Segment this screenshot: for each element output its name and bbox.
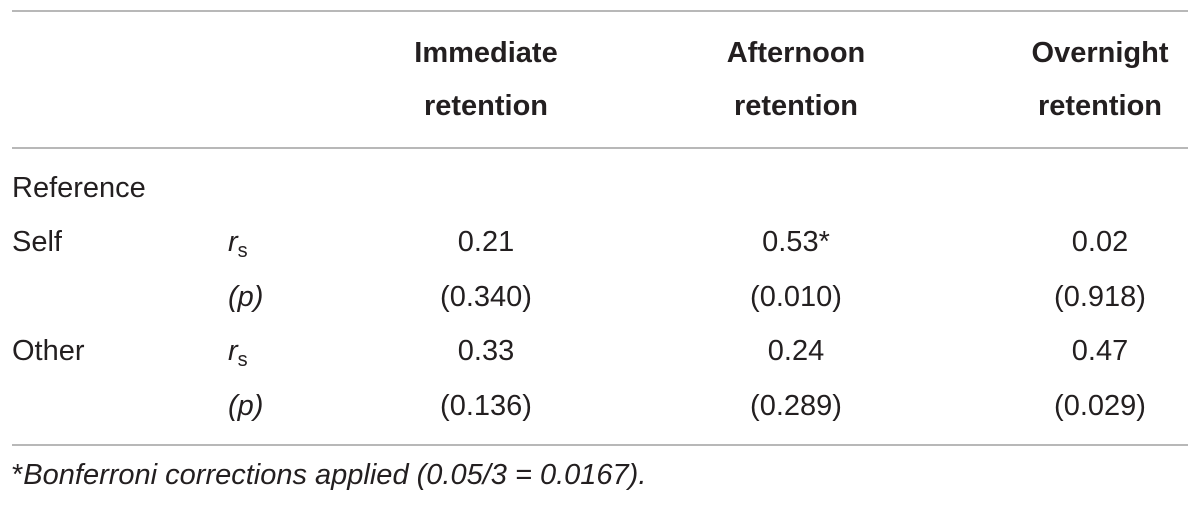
cell-self-r-immediate: 0.21 [457,226,515,258]
bottom-rule [12,444,1188,446]
cell-self-r-afternoon: 0.53* [762,226,830,258]
header-afternoon-line1: Afternoon [726,37,866,69]
cell-self-p-afternoon: (0.010) [750,281,842,313]
row-label-other: Other [12,335,85,367]
p-symbol-self: (p) [228,281,264,313]
header-overnight-line1: Overnight [1031,37,1169,69]
p-symbol-other: (p) [228,390,264,422]
header-rule [12,147,1188,149]
cell-other-r-overnight: 0.47 [1071,335,1129,367]
header-overnight-line2: retention [1037,90,1163,122]
row-label-self: Self [12,226,62,258]
cell-self-r-overnight: 0.02 [1071,226,1129,258]
footnote: *Bonferroni corrections applied (0.05/3 … [12,458,646,492]
header-afternoon-line2: retention [733,90,859,122]
footnote-marker: * [12,459,24,491]
header-immediate-line1: Immediate [414,37,558,69]
cell-other-p-overnight: (0.029) [1054,390,1146,422]
header-immediate-line2: retention [423,90,549,122]
section-label: Reference [12,172,146,204]
r-symbol-other: rs [228,335,248,371]
footnote-text: Bonferroni corrections applied (0.05/3 =… [23,459,647,491]
cell-other-r-afternoon: 0.24 [767,335,825,367]
cell-self-p-overnight: (0.918) [1054,281,1146,313]
cell-other-p-afternoon: (0.289) [750,390,842,422]
r-symbol-self: rs [228,226,248,262]
cell-self-p-immediate: (0.340) [440,281,532,313]
cell-other-p-immediate: (0.136) [440,390,532,422]
top-rule [12,10,1188,12]
cell-other-r-immediate: 0.33 [457,335,515,367]
